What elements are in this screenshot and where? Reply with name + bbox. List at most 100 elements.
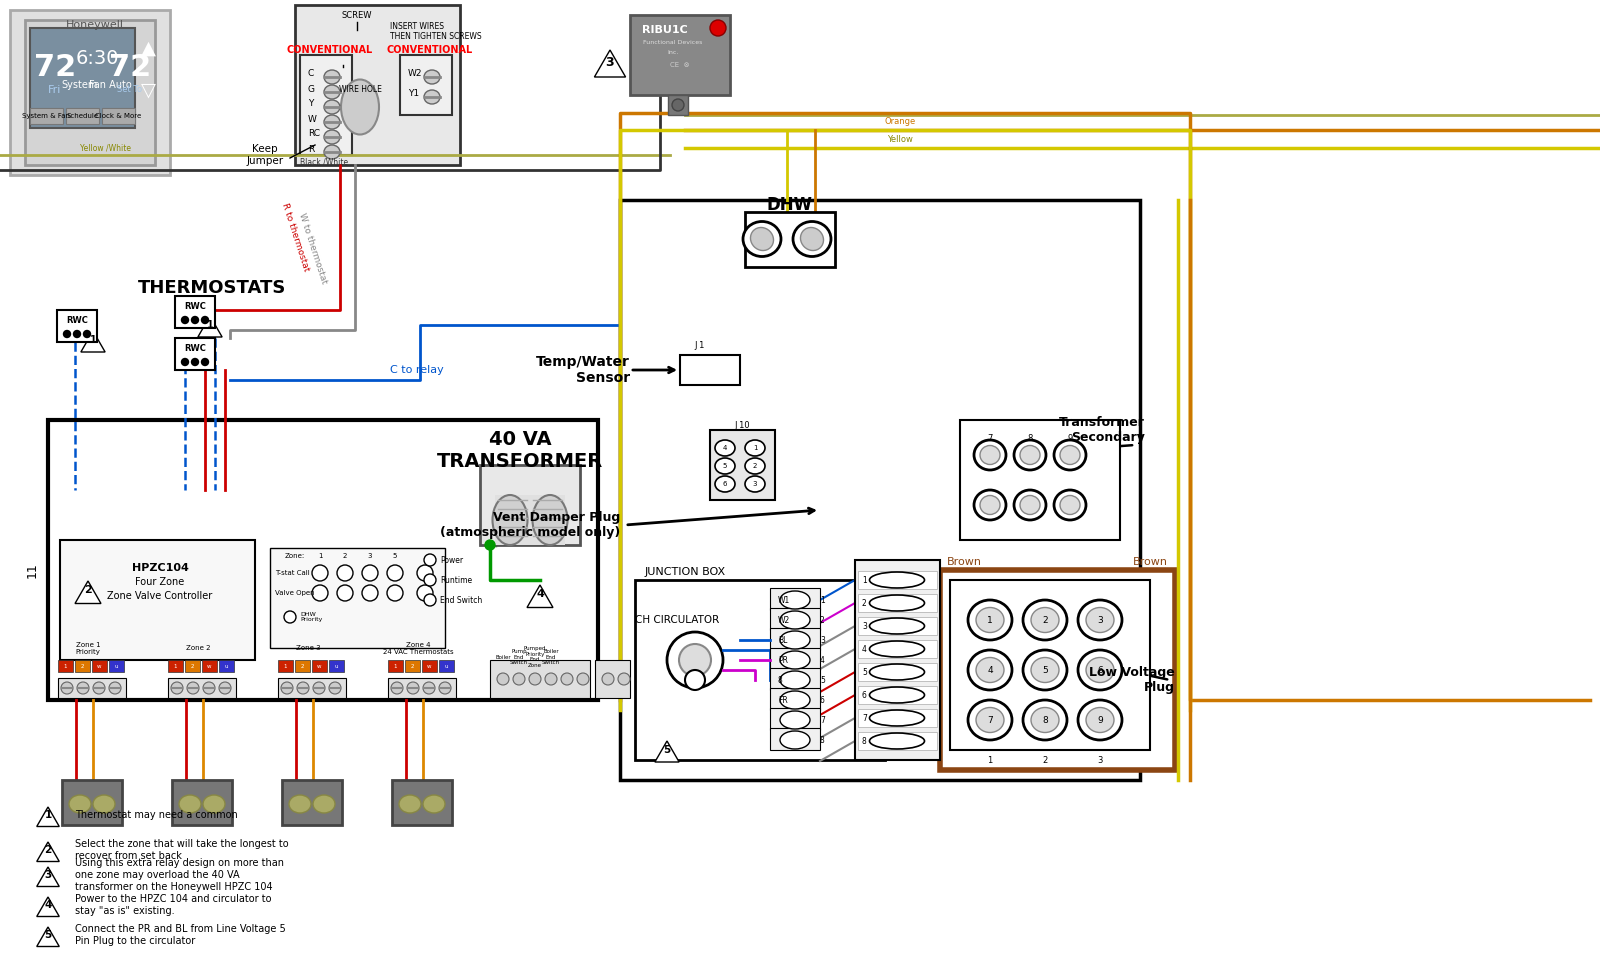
Ellipse shape [290,795,310,813]
Polygon shape [526,585,554,607]
Bar [26,20,155,165]
Bar [75,660,90,672]
Circle shape [338,585,354,601]
Bar [278,660,293,672]
Bar [438,660,454,672]
Text: RIBU1C: RIBU1C [642,25,688,35]
Ellipse shape [1030,708,1059,732]
Text: 9: 9 [1098,715,1102,725]
Ellipse shape [314,682,325,694]
Circle shape [418,565,434,581]
Circle shape [192,316,198,324]
Ellipse shape [1054,440,1086,470]
Circle shape [312,565,328,581]
Circle shape [362,585,378,601]
Ellipse shape [323,85,339,99]
Bar [858,709,938,727]
Bar [270,548,445,648]
Circle shape [424,554,435,566]
Circle shape [685,670,706,690]
Text: CONVENTIONAL: CONVENTIONAL [286,45,373,55]
Text: Select the zone that will take the longest to
recover from set back: Select the zone that will take the longe… [75,839,288,860]
Text: BL: BL [778,635,787,645]
Bar [294,5,461,165]
Text: 5: 5 [45,930,51,940]
Ellipse shape [1059,445,1080,464]
Ellipse shape [1078,650,1122,690]
Text: 4: 4 [819,655,826,665]
Text: w: w [208,664,211,668]
Bar [669,95,688,115]
Text: CONVENTIONAL: CONVENTIONAL [387,45,474,55]
Text: 2: 2 [411,664,414,668]
Polygon shape [654,741,678,762]
Ellipse shape [77,682,90,694]
Text: 3: 3 [368,553,373,559]
Ellipse shape [533,495,568,545]
Bar [854,560,941,760]
Circle shape [192,358,198,366]
Bar [480,465,579,545]
Polygon shape [82,331,106,352]
Text: 2: 2 [301,664,304,668]
Bar [174,296,214,328]
Text: Clock & More: Clock & More [96,113,142,119]
Text: ▲: ▲ [141,38,155,57]
Circle shape [64,330,70,337]
Bar [770,648,819,670]
Bar [630,15,730,95]
Ellipse shape [187,682,198,694]
Circle shape [181,316,189,324]
Ellipse shape [979,496,1000,515]
Ellipse shape [1014,490,1046,520]
Ellipse shape [546,673,557,685]
Circle shape [672,99,685,111]
Bar [858,686,938,704]
Text: DHW: DHW [766,196,813,214]
Text: 8: 8 [1027,434,1032,442]
Text: RWC: RWC [184,344,206,352]
Ellipse shape [742,222,781,257]
Ellipse shape [314,795,334,813]
Bar [770,608,819,630]
Text: Temp/Water
Sensor: Temp/Water Sensor [536,355,630,385]
Text: Pumped
Priority
End
Zone: Pumped Priority End Zone [523,646,546,668]
Text: WIRE HOLE: WIRE HOLE [339,86,381,95]
Text: W1: W1 [778,596,790,605]
Text: Y: Y [307,99,314,109]
Text: 3: 3 [752,481,757,487]
Bar [278,678,346,698]
Ellipse shape [976,607,1005,632]
Text: 72: 72 [34,53,77,82]
Text: Connect the PR and BL from Line Voltage 5
Pin Plug to the circulator: Connect the PR and BL from Line Voltage … [75,924,286,945]
Ellipse shape [618,673,630,685]
Circle shape [202,316,208,324]
Text: End Switch: End Switch [440,596,482,605]
Text: u: u [334,664,338,668]
Ellipse shape [869,572,925,588]
Text: Zone 2: Zone 2 [186,645,210,651]
Text: 5: 5 [1042,666,1048,674]
Bar [219,660,234,672]
Text: 2: 2 [1042,616,1048,625]
Text: 6: 6 [723,481,728,487]
Ellipse shape [171,682,182,694]
Ellipse shape [1078,700,1122,740]
Text: 6: 6 [862,690,867,699]
Text: 7: 7 [987,434,992,442]
Ellipse shape [781,631,810,649]
Text: J 10: J 10 [734,420,750,430]
Bar [960,420,1120,540]
Ellipse shape [390,682,403,694]
Bar [102,108,134,124]
Text: 1: 1 [752,445,757,451]
Text: 1: 1 [394,664,397,668]
Ellipse shape [109,682,122,694]
Ellipse shape [578,673,589,685]
Text: 1: 1 [174,664,178,668]
Text: 6: 6 [819,695,826,705]
Bar [202,660,218,672]
Bar [770,668,819,690]
Text: Brown: Brown [947,557,982,567]
Ellipse shape [869,618,925,634]
